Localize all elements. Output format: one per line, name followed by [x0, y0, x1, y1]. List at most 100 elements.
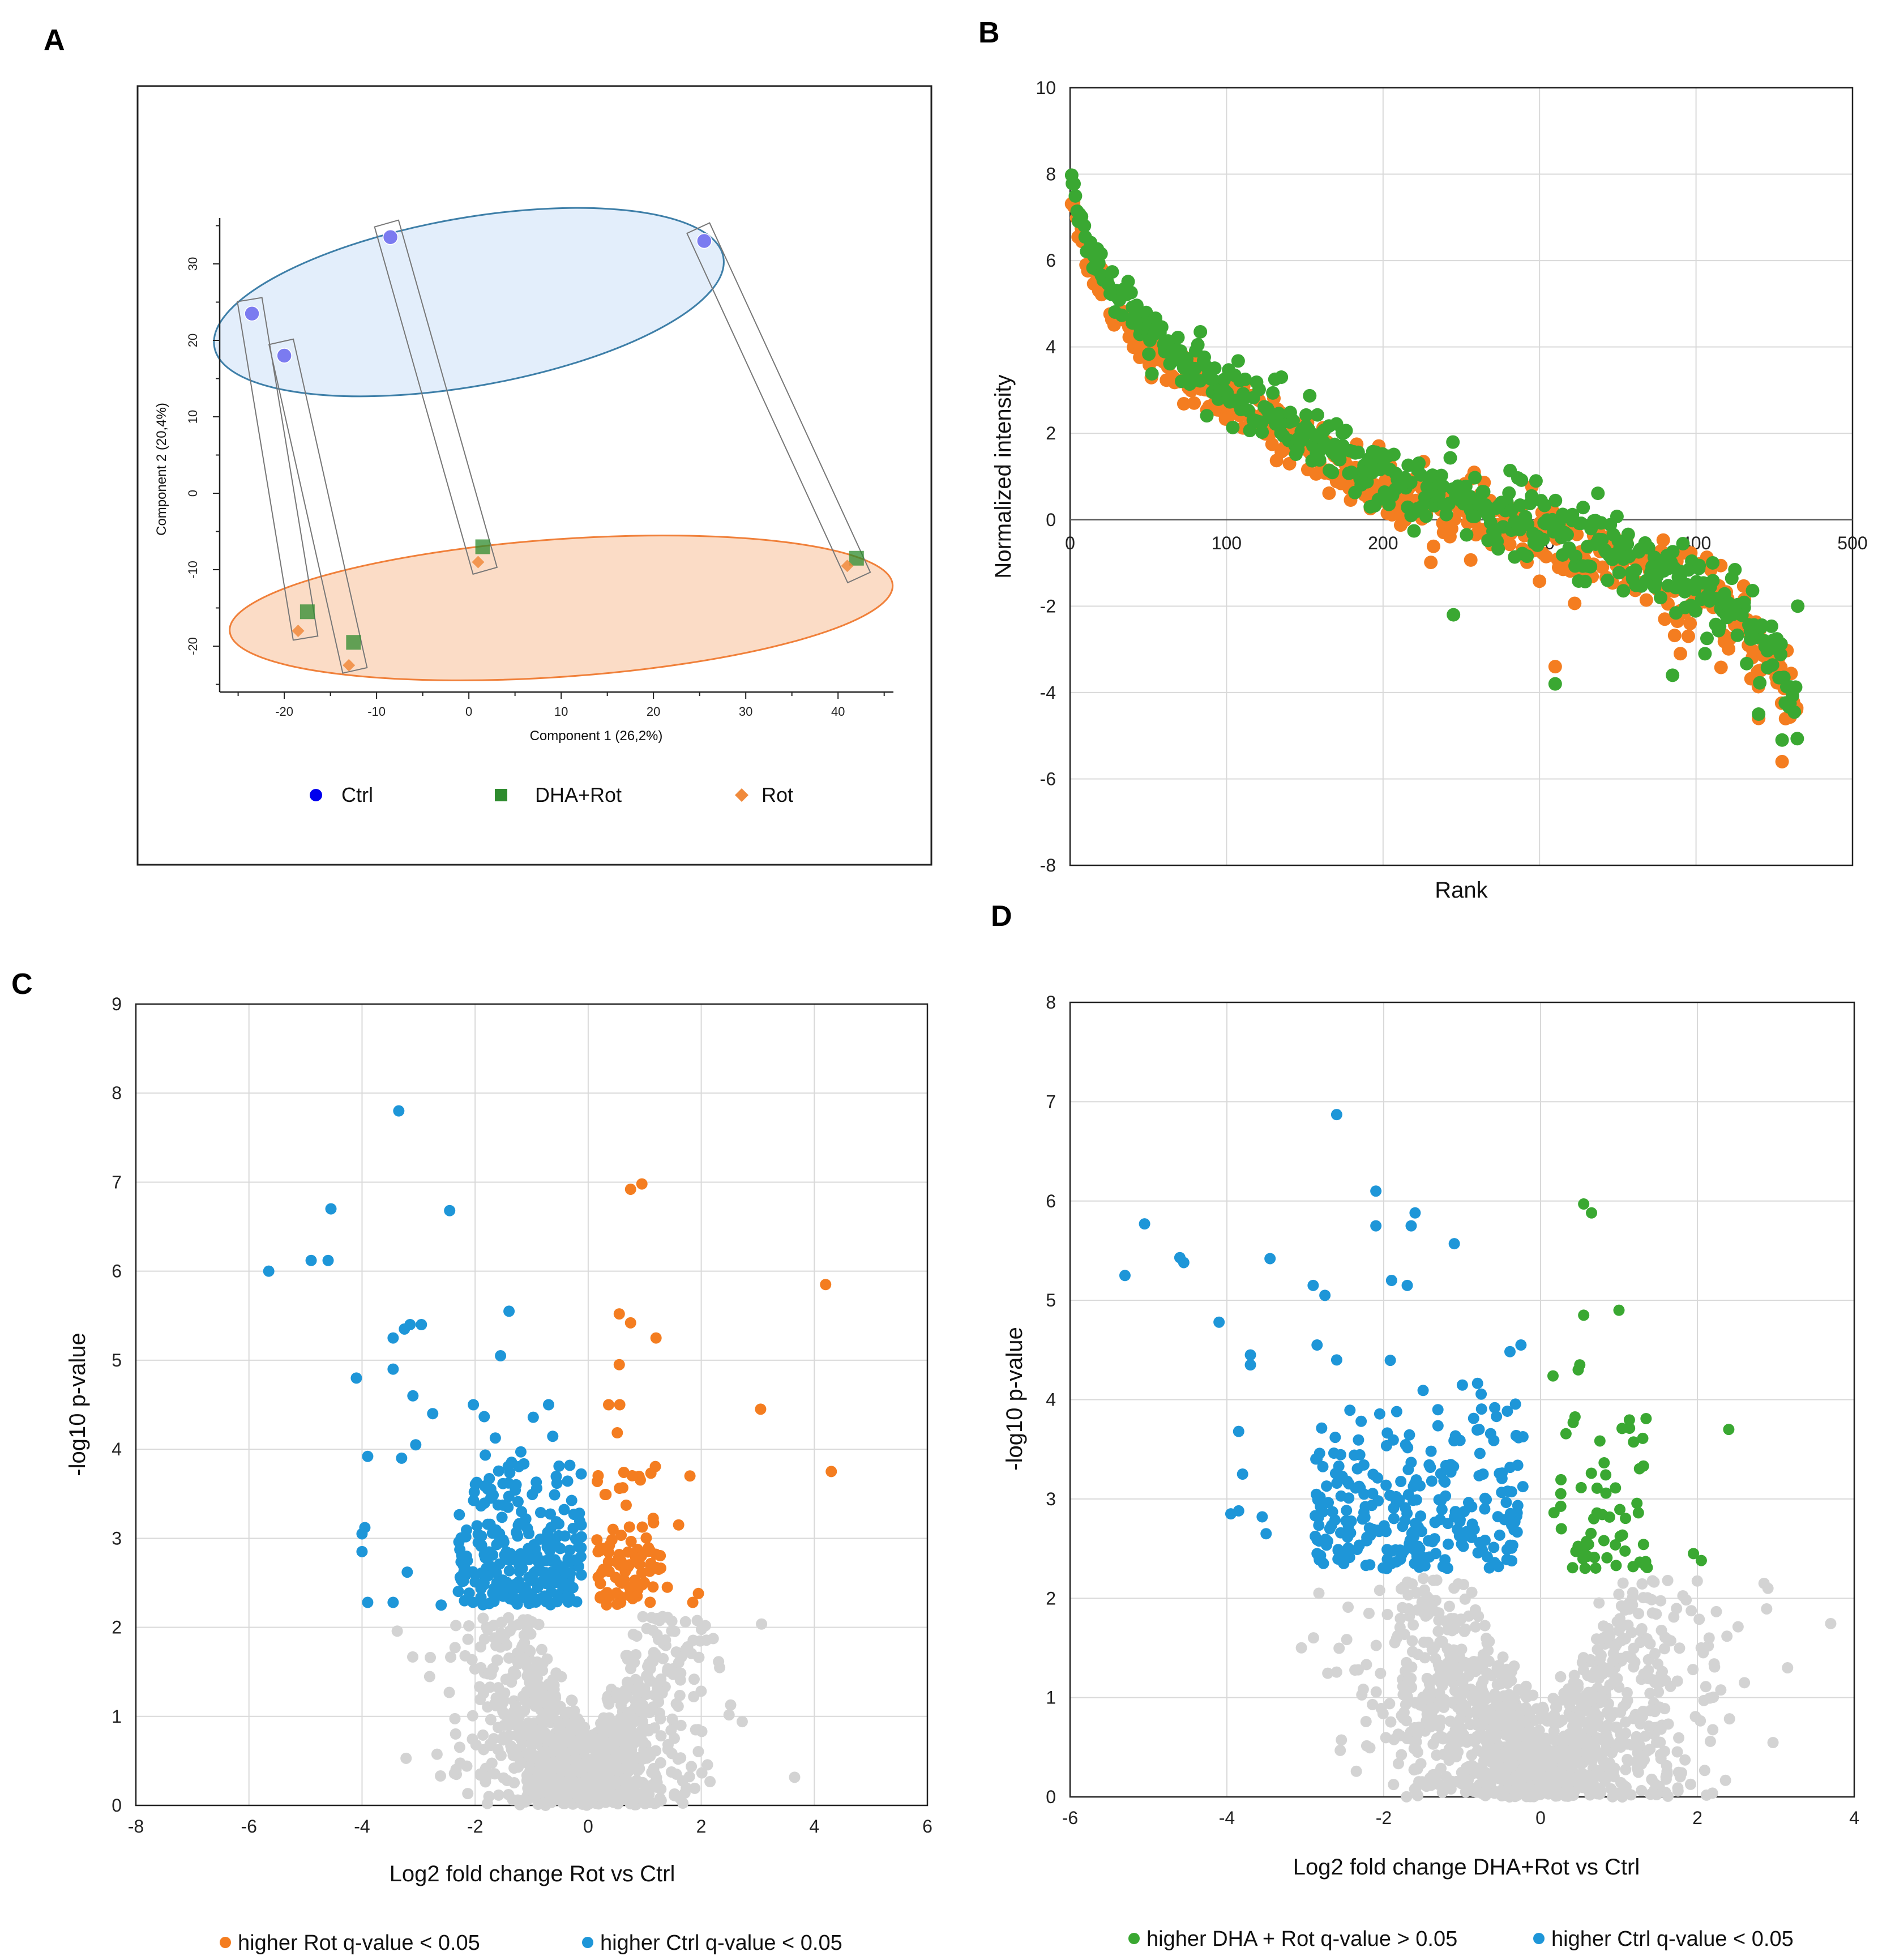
nonsignificant-point: [1396, 1749, 1408, 1761]
panel-a-xtick: 30: [739, 704, 752, 719]
dha-rot-rank-point: [1145, 367, 1159, 381]
nonsignificant-point: [704, 1776, 716, 1788]
higher-rot-point: [613, 1308, 625, 1320]
dha-rot-rank-point: [1387, 447, 1401, 462]
b-xtick: 0: [1065, 533, 1075, 553]
nonsignificant-point: [1482, 1645, 1494, 1656]
nonsignificant-point: [1613, 1589, 1625, 1600]
higher-ctrl-point: [399, 1323, 410, 1335]
nonsignificant-point: [725, 1699, 737, 1711]
higher-ctrl-point: [502, 1501, 514, 1513]
nonsignificant-point: [507, 1706, 519, 1718]
higher-rot-point: [594, 1591, 606, 1603]
legend-ctrl-marker: [310, 789, 322, 801]
nonsignificant-point: [1565, 1750, 1577, 1762]
rot-rank-point: [1746, 644, 1760, 658]
higher-dha-rot-point: [1572, 1540, 1584, 1552]
nonsignificant-point: [1507, 1697, 1518, 1709]
nonsignificant-point: [602, 1695, 614, 1707]
nonsignificant-point: [1440, 1771, 1452, 1783]
nonsignificant-point: [1408, 1764, 1420, 1776]
nonsignificant-point: [619, 1762, 631, 1774]
nonsignificant-point: [1662, 1634, 1674, 1646]
nonsignificant-point: [1697, 1647, 1709, 1659]
nonsignificant-point: [597, 1722, 609, 1734]
nonsignificant-point: [631, 1630, 643, 1642]
panel-a-xtick: 40: [831, 704, 845, 719]
nonsignificant-point: [534, 1759, 546, 1771]
higher-ctrl-point: [1479, 1534, 1491, 1546]
rot-rank-point: [1187, 396, 1201, 410]
dha-rot-rank-point: [1628, 563, 1642, 577]
b-ytick: 4: [1046, 337, 1056, 357]
nonsignificant-point: [498, 1731, 510, 1743]
dha-rot-rank-point: [1124, 285, 1138, 300]
rot-rank-point: [1282, 456, 1297, 471]
dha-rot-rank-point: [1692, 561, 1706, 575]
nonsignificant-point: [1621, 1686, 1633, 1698]
nonsignificant-point: [1477, 1696, 1488, 1708]
dha-rot-rank-point: [1299, 408, 1314, 422]
panel-c-ticks: -8 -6 -4 -2 0 2 4 6 0 1 2 3 4 5 6 7 8 9: [112, 994, 932, 1837]
dha-rot-rank-point: [1536, 532, 1550, 546]
higher-dha-rot-point: [1614, 1504, 1626, 1515]
higher-dha-rot-point: [1577, 1553, 1589, 1565]
higher-ctrl-point: [1244, 1349, 1256, 1361]
higher-ctrl-point: [1449, 1511, 1461, 1523]
higher-ctrl-point: [492, 1499, 504, 1511]
nonsignificant-point: [1655, 1668, 1667, 1680]
higher-ctrl-point: [555, 1579, 567, 1591]
dha-rot-rank-point: [1231, 354, 1245, 368]
higher-ctrl-point: [1477, 1468, 1489, 1480]
legend-higher-rot-label: higher Rot q-value < 0.05: [238, 1931, 480, 1955]
nonsignificant-point: [1782, 1662, 1794, 1674]
nonsignificant-point: [508, 1777, 520, 1788]
rot-rank-point: [1426, 539, 1440, 553]
c-ytick: 8: [112, 1083, 122, 1103]
dha-rot-rank-point: [1538, 498, 1552, 513]
nonsignificant-point: [1479, 1732, 1491, 1744]
higher-ctrl-point: [1313, 1519, 1325, 1531]
legend-rot-label: Rot: [762, 783, 793, 806]
dha-rot-rank-point: [1790, 732, 1804, 746]
higher-ctrl-point: [1488, 1557, 1500, 1569]
dha-rot-rank-point: [1753, 676, 1767, 690]
dha-rot-rank-point: [1620, 537, 1635, 551]
nonsignificant-point: [1611, 1673, 1623, 1685]
b-ytick: 10: [1036, 78, 1056, 98]
legend-higher-ctrl-label-d: higher Ctrl q-value < 0.05: [1551, 1927, 1794, 1951]
dha-rot-rank-point: [1595, 533, 1609, 547]
higher-dha-rot-point: [1624, 1422, 1636, 1434]
higher-ctrl-point: [1341, 1505, 1353, 1517]
pair-outline: [686, 222, 871, 584]
panel-label-a: A: [44, 24, 65, 57]
higher-ctrl-point: [1316, 1422, 1328, 1434]
higher-ctrl-point: [461, 1524, 473, 1536]
nonsignificant-point: [1635, 1708, 1647, 1720]
nonsignificant-point: [1471, 1765, 1483, 1777]
higher-dha-rot-point: [1575, 1481, 1587, 1493]
nonsignificant-point: [1469, 1736, 1481, 1748]
rot-rank-point: [1722, 642, 1736, 656]
higher-ctrl-point: [1404, 1429, 1415, 1441]
nonsignificant-point: [462, 1633, 474, 1645]
nonsignificant-point: [688, 1673, 700, 1685]
nonsignificant-point: [1491, 1726, 1503, 1738]
higher-ctrl-point: [1374, 1408, 1385, 1420]
nonsignificant-point: [495, 1749, 507, 1761]
higher-ctrl-point: [1471, 1424, 1483, 1436]
higher-rot-point: [648, 1517, 660, 1528]
nonsignificant-point: [1434, 1688, 1445, 1699]
nonsignificant-point: [1704, 1692, 1716, 1704]
c-xtick: 4: [809, 1816, 819, 1837]
dha-rot-rank-point: [1713, 620, 1727, 634]
outlier-point: [1548, 677, 1562, 691]
dha-rot-rank-point: [1774, 647, 1788, 661]
higher-dha-rot-point: [1560, 1428, 1572, 1440]
panel-c-ylabel: -log10 p-value: [65, 1333, 90, 1476]
nonsignificant-point: [1464, 1719, 1476, 1731]
nonsignificant-point: [1548, 1785, 1560, 1797]
higher-ctrl-point: [475, 1500, 487, 1512]
outlier-point: [1673, 647, 1687, 661]
higher-ctrl-point: [1409, 1207, 1421, 1219]
